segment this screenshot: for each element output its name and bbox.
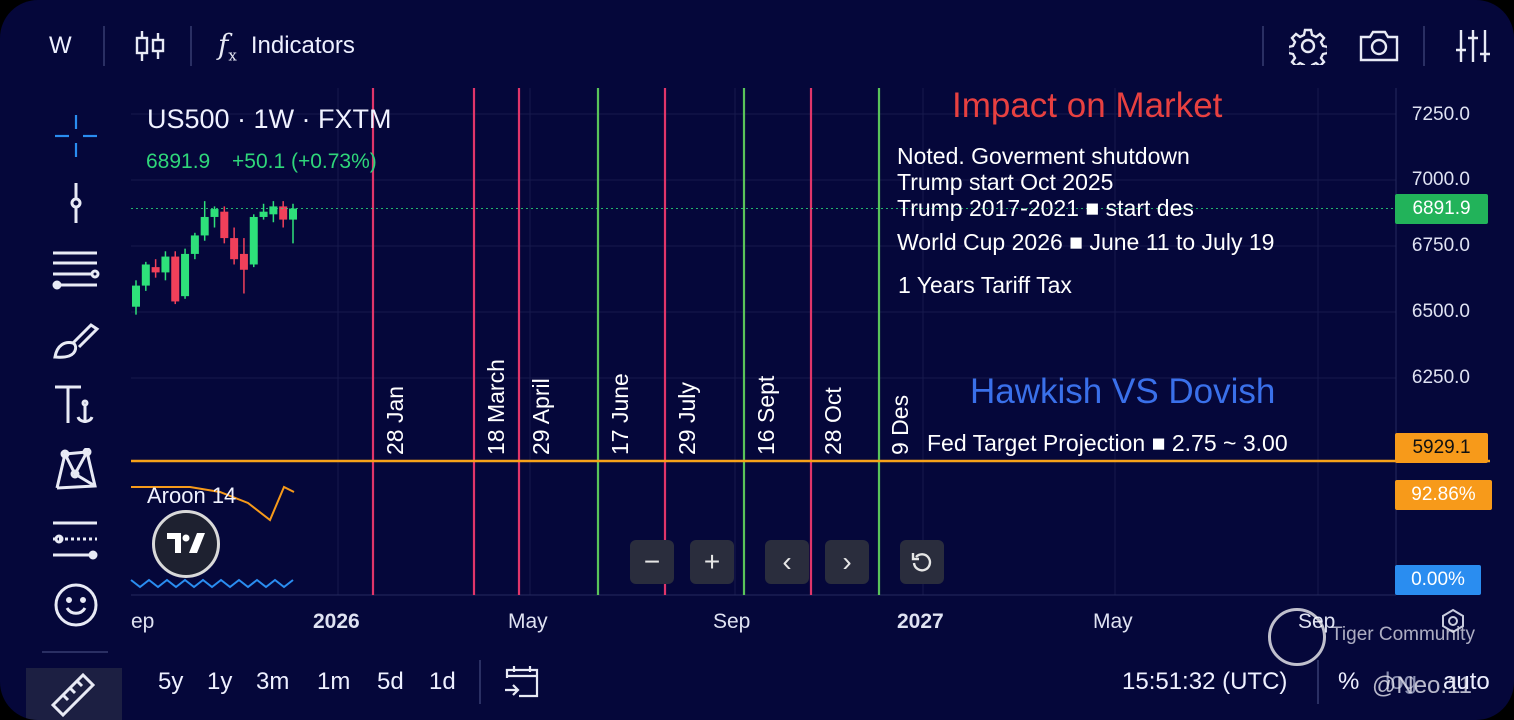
time-tick: 2027 <box>897 610 944 633</box>
zoom-in-button[interactable]: + <box>690 540 734 584</box>
price-tick: 6250.0 <box>1411 367 1470 388</box>
brush-icon[interactable] <box>50 316 102 362</box>
fib-retracement-icon[interactable] <box>50 246 102 292</box>
event-label: 9 Des <box>887 394 913 455</box>
annotation-line[interactable]: Noted. Goverment shutdown <box>897 143 1190 169</box>
auto-scale-toggle[interactable]: auto <box>1443 668 1490 695</box>
annotation-line[interactable]: Trump 2017-2021 ■ start des <box>897 195 1194 221</box>
legend-price: 6891.9 <box>146 150 211 173</box>
time-tick: ep <box>131 610 155 633</box>
tradingview-logo <box>152 510 220 578</box>
zoom-out-button[interactable]: − <box>630 540 674 584</box>
candle-body <box>259 211 268 217</box>
event-label: 18 March <box>483 359 509 455</box>
time-tick: May <box>508 610 548 633</box>
settings-gear-icon[interactable] <box>1287 24 1329 68</box>
candle-body <box>200 216 209 236</box>
event-label: 28 Jan <box>382 385 408 455</box>
pattern-tool-icon[interactable] <box>50 448 102 494</box>
percent-scale-toggle[interactable]: % <box>1338 668 1360 695</box>
aroon-down-tag: 0.00% <box>1395 565 1481 595</box>
candle-body <box>239 253 248 270</box>
tiger-community-logo <box>1268 608 1326 666</box>
candle-body <box>210 209 219 217</box>
range-button[interactable]: 1d <box>429 668 456 695</box>
indicator-title[interactable]: Aroon 14 <box>147 483 237 508</box>
indicators-label: Indicators <box>250 32 355 59</box>
emoji-icon[interactable] <box>50 582 102 628</box>
log-scale-toggle[interactable]: log <box>1385 668 1418 695</box>
event-label: 28 Oct <box>820 387 846 455</box>
candle-body <box>230 238 239 260</box>
current-time[interactable]: 15:51:32 (UTC) <box>1122 668 1288 695</box>
event-label: 16 Sept <box>753 375 779 455</box>
candle-body <box>141 264 150 286</box>
ruler-icon[interactable] <box>26 668 122 720</box>
event-label: 29 April <box>528 378 554 455</box>
price-tick: 6750.0 <box>1411 235 1470 256</box>
crosshair-icon[interactable] <box>52 112 100 160</box>
axis-settings-icon[interactable] <box>1438 606 1468 636</box>
event-label: 29 July <box>674 382 700 455</box>
range-button[interactable]: 1y <box>207 668 233 695</box>
watermark-user: @Neo.11 <box>1372 672 1472 699</box>
annotation-line[interactable]: 1 Years Tariff Tax <box>898 272 1072 298</box>
text-tool-icon[interactable] <box>50 382 102 428</box>
go-to-date-icon[interactable] <box>500 662 544 702</box>
camera-screenshot-icon[interactable] <box>1357 24 1401 68</box>
price-series <box>132 201 297 315</box>
function-icon: fx <box>218 27 237 65</box>
event-label: 17 June <box>607 373 633 455</box>
horizontal-line-price-tag: 5929.1 <box>1395 433 1488 463</box>
chart-settings-sliders-icon[interactable] <box>1452 24 1494 68</box>
fed-projection-text[interactable]: Fed Target Projection ■ 2.75 ~ 3.00 <box>927 430 1288 456</box>
candle-body <box>289 208 297 220</box>
annotation-line[interactable]: Trump start Oct 2025 <box>897 169 1114 195</box>
time-tick: May <box>1093 610 1133 633</box>
range-button[interactable]: 3m <box>256 668 290 695</box>
candle-body <box>161 256 170 273</box>
aroon-up-tag: 92.86% <box>1395 480 1492 510</box>
price-tick: 7000.0 <box>1411 169 1470 190</box>
prediction-measure-icon[interactable] <box>50 516 102 562</box>
hawkish-dovish-title[interactable]: Hawkish VS Dovish <box>970 372 1276 411</box>
range-button[interactable]: 5d <box>377 668 404 695</box>
time-tick: Sep <box>713 610 751 633</box>
impact-title[interactable]: Impact on Market <box>952 86 1223 125</box>
aroon-down-line <box>130 578 294 589</box>
symbol-title[interactable]: US500 · 1W · FXTM <box>147 104 392 134</box>
reset-chart-button[interactable] <box>900 540 944 584</box>
candle-body <box>190 235 199 254</box>
annotation-line[interactable]: World Cup 2026 ■ June 11 to July 19 <box>897 229 1275 255</box>
price-tick: 7250.0 <box>1411 104 1470 125</box>
last-price-tag: 6891.9 <box>1395 194 1488 224</box>
interval-button[interactable]: W <box>49 32 72 59</box>
indicators-button[interactable]: fx Indicators <box>218 24 398 68</box>
candle-body <box>279 206 288 220</box>
watermark-community: Tiger Community <box>1331 624 1475 645</box>
scroll-right-button[interactable]: › <box>825 540 869 584</box>
range-button[interactable]: 1m <box>317 668 351 695</box>
aroon-up-line <box>131 485 295 522</box>
candle-body <box>181 253 190 297</box>
candlestick-type-icon[interactable] <box>130 26 170 66</box>
time-tick: 2026 <box>313 610 360 633</box>
candle-body <box>249 216 258 265</box>
legend-change: +50.1 (+0.73%) <box>232 150 377 173</box>
range-button[interactable]: 5y <box>158 668 184 695</box>
candle-body <box>132 285 140 307</box>
candle-body <box>269 206 278 215</box>
candle-body <box>220 211 229 239</box>
scroll-left-button[interactable]: ‹ <box>765 540 809 584</box>
trend-line-icon[interactable] <box>52 180 100 226</box>
candle-body <box>151 267 160 273</box>
price-tick: 6500.0 <box>1411 301 1470 322</box>
candle-body <box>171 256 180 302</box>
